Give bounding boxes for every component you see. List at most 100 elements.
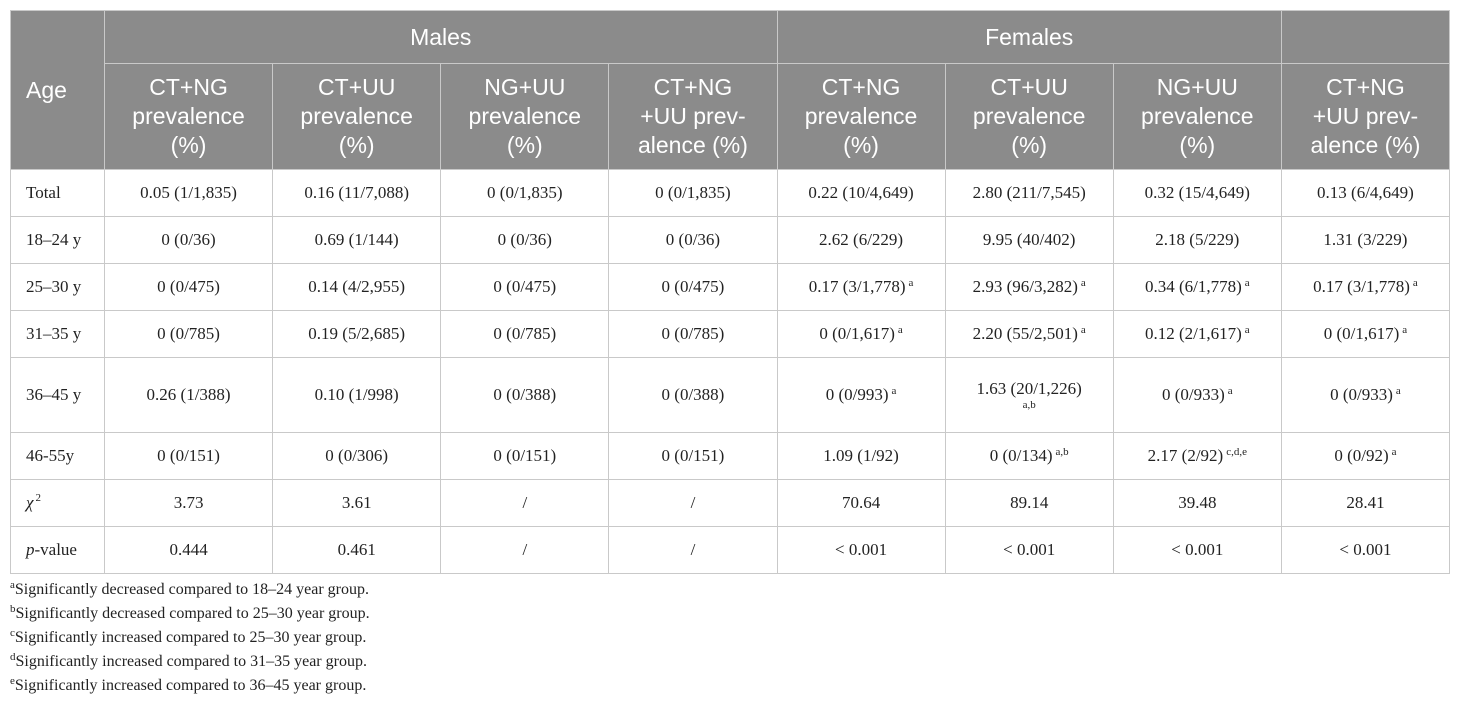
footnote-mark: e	[10, 675, 15, 687]
value-cell: /	[608, 526, 778, 574]
table-row: 18–24 y 0 (0/36) 0.69 (1/144) 0 (0/36) 0 (0/…	[10, 216, 1451, 264]
cell-value: 0 (0/1,835)	[487, 183, 563, 202]
cell-value: 2.93 (96/3,282)	[972, 277, 1078, 296]
value-cell: 0.26 (1/388)	[103, 357, 274, 433]
column-header-line: prevalence	[300, 103, 413, 129]
cell-value: /	[522, 540, 528, 559]
cell-value: < 0.001	[1003, 540, 1056, 559]
value-cell: 2.17 (2/92) c,d,e	[1112, 432, 1282, 480]
cell-value: 3.61	[341, 493, 372, 512]
value-cell: 0 (0/36)	[103, 216, 274, 264]
column-header-line: prevalence	[468, 103, 582, 129]
column-header-line: prevalence	[1141, 103, 1254, 129]
cell-value: 2.17 (2/92)	[1147, 446, 1224, 465]
column-header-line: (%)	[1011, 132, 1048, 158]
cell-value: 0 (0/785)	[157, 324, 220, 343]
column-header-line: prevalence	[132, 103, 245, 129]
cell-value: 0 (0/1,617)	[819, 324, 895, 343]
value-cell: 0 (0/151)	[608, 432, 778, 480]
value-cell: 0 (0/92) a	[1280, 432, 1451, 480]
cell-value: 0.69 (1/144)	[314, 230, 399, 249]
column-header-line: NG+UU	[484, 74, 566, 100]
value-cell: 0.12 (2/1,617) a	[1112, 310, 1282, 358]
age-header: Age	[10, 10, 105, 170]
value-cell: 2.93 (96/3,282) a	[944, 263, 1114, 311]
age-cell: Total	[10, 169, 105, 217]
table-row: Total 0.05 (1/1,835) 0.16 (11/7,088) 0 (0/1…	[10, 169, 1451, 217]
cell-value: /	[690, 493, 696, 512]
column-header-line: alence (%)	[637, 132, 748, 158]
column-header-line: CT+NG	[653, 74, 733, 100]
cell-value: 0.17 (3/1,778)	[1313, 277, 1410, 296]
age-label: 18–24 y	[26, 230, 82, 249]
value-cell: 0.461	[272, 526, 442, 574]
significance-mark: a	[1412, 277, 1418, 289]
cell-value: 39.48	[1178, 493, 1217, 512]
age-cell: 31–35 y	[10, 310, 105, 358]
footnote: eSignificantly increased compared to 36–…	[10, 674, 1450, 698]
significance-mark: a,b	[1055, 446, 1069, 458]
cell-value: 70.64	[841, 493, 881, 512]
cell-value: 3.73	[173, 493, 204, 512]
cell-value: 1.63 (20/1,226)	[976, 379, 1082, 398]
cell-value: 0 (0/151)	[157, 446, 220, 465]
age-label: 25–30 y	[26, 277, 82, 296]
cell-value: 0.19 (5/2,685)	[308, 324, 406, 343]
value-cell: 89.14	[944, 479, 1114, 527]
significance-mark: a	[1227, 385, 1233, 397]
value-cell: 39.48	[1112, 479, 1282, 527]
column-header: CT+UU prevalence (%)	[272, 63, 442, 170]
value-cell: 0.19 (5/2,685)	[272, 310, 442, 358]
value-cell: /	[608, 479, 778, 527]
value-cell: 0 (0/993) a	[776, 357, 946, 433]
value-cell: 0.17 (3/1,778) a	[1280, 263, 1451, 311]
value-cell: 2.18 (5/229)	[1112, 216, 1282, 264]
age-label: 46-55y	[26, 446, 75, 465]
value-cell: 0.32 (15/4,649)	[1112, 169, 1282, 217]
column-header-line: (%)	[170, 132, 207, 158]
table-container: Age Males Females CT+NG prevalence (%) CT+U…	[10, 10, 1451, 698]
cell-value: 0 (0/92)	[1334, 446, 1389, 465]
cell-value: 0 (0/388)	[661, 385, 725, 404]
cell-value: 2.20 (55/2,501)	[972, 324, 1078, 343]
cell-value: 2.80 (211/7,545)	[972, 183, 1086, 202]
cell-value: 0.32 (15/4,649)	[1144, 183, 1250, 202]
column-header: CT+UU prevalence (%)	[944, 63, 1114, 170]
value-cell: 0.14 (4/2,955)	[272, 263, 442, 311]
value-cell: 0 (0/933) a	[1280, 357, 1451, 433]
significance-mark: a	[891, 385, 897, 397]
value-cell: 0.13 (6/4,649)	[1280, 169, 1451, 217]
column-header: CT+NG prevalence (%)	[103, 63, 274, 170]
cell-value: 0 (0/933)	[1161, 385, 1225, 404]
value-cell: 0.16 (11/7,088)	[272, 169, 442, 217]
age-cell: 18–24 y	[10, 216, 105, 264]
cell-value: 0 (0/306)	[325, 446, 389, 465]
column-header-line: prevalence	[804, 103, 918, 129]
column-header-line: CT+NG	[821, 74, 901, 100]
column-header: CT+NG +UU prev-alence (%)	[1280, 63, 1451, 170]
table-row: χ 2 3.73 3.61 / / 70.64 89.14 39.48 28.41	[10, 479, 1451, 527]
value-cell: 0.05 (1/1,835)	[103, 169, 274, 217]
value-cell: 0 (0/475)	[103, 263, 274, 311]
cell-value: 0 (0/1,835)	[655, 183, 731, 202]
column-header-line: CT+UU	[990, 74, 1068, 100]
age-cell: 25–30 y	[10, 263, 105, 311]
value-cell: 0.10 (1/998)	[272, 357, 442, 433]
value-cell: < 0.001	[1280, 526, 1451, 574]
value-cell: 3.61	[272, 479, 442, 527]
cell-value: 2.18 (5/229)	[1155, 230, 1240, 249]
cell-value: 0.461	[337, 540, 376, 559]
cell-value: 0.34 (6/1,778)	[1144, 277, 1242, 296]
column-header-line: NG+UU	[1156, 74, 1238, 100]
column-header: CT+NG prevalence (%)	[776, 63, 946, 170]
value-cell: 0.34 (6/1,778) a	[1112, 263, 1282, 311]
table-body: Total 0.05 (1/1,835) 0.16 (11/7,088) 0 (0/1…	[10, 169, 1451, 574]
value-cell: 0 (0/306)	[272, 432, 442, 480]
cell-value: 0.05 (1/1,835)	[140, 183, 237, 202]
value-cell: 0 (0/475)	[440, 263, 610, 311]
value-cell: 1.09 (1/92)	[776, 432, 946, 480]
value-cell: 0 (0/933) a	[1112, 357, 1282, 433]
footnote-mark: a	[10, 579, 15, 591]
value-cell: 0.17 (3/1,778) a	[776, 263, 946, 311]
footnote-mark: b	[10, 603, 16, 615]
